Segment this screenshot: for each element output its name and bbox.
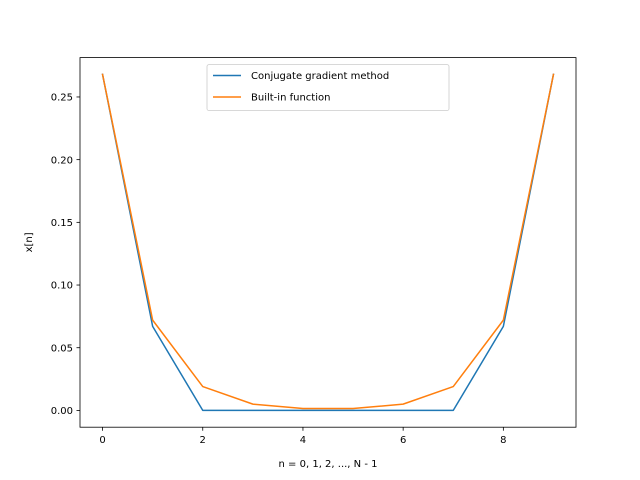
y-tick-label: 0.00 [51, 406, 73, 417]
legend-label-1: Built-in function [251, 93, 330, 104]
y-tick-label: 0.10 [51, 281, 73, 292]
x-tick-label: 6 [400, 435, 406, 446]
x-tick-label: 8 [500, 435, 506, 446]
x-tick-label: 0 [99, 435, 105, 446]
series-layer [101, 73, 555, 412]
series-line-0 [101, 73, 555, 412]
y-tick-label: 0.20 [51, 155, 73, 166]
x-axis-label: n = 0, 1, 2, ..., N - 1 [279, 459, 378, 470]
legend-frame [206, 64, 450, 111]
y-tick-label: 0.15 [51, 218, 73, 229]
y-tick-label: 0.25 [51, 93, 73, 104]
y-axis: 0.00 0.05 0.10 0.15 0.20 0.25 [51, 93, 80, 417]
plot-frame [79, 57, 577, 428]
x-tick-label: 4 [300, 435, 306, 446]
y-tick-label: 0.05 [51, 343, 73, 354]
legend: Conjugate gradient method Built-in functi… [206, 64, 450, 111]
legend-label-0: Conjugate gradient method [251, 71, 389, 82]
x-tick-label: 2 [200, 435, 206, 446]
series-line-1 [101, 73, 555, 410]
x-axis: 0 2 4 6 8 [99, 427, 507, 446]
y-axis-label: x[n] [24, 232, 35, 252]
